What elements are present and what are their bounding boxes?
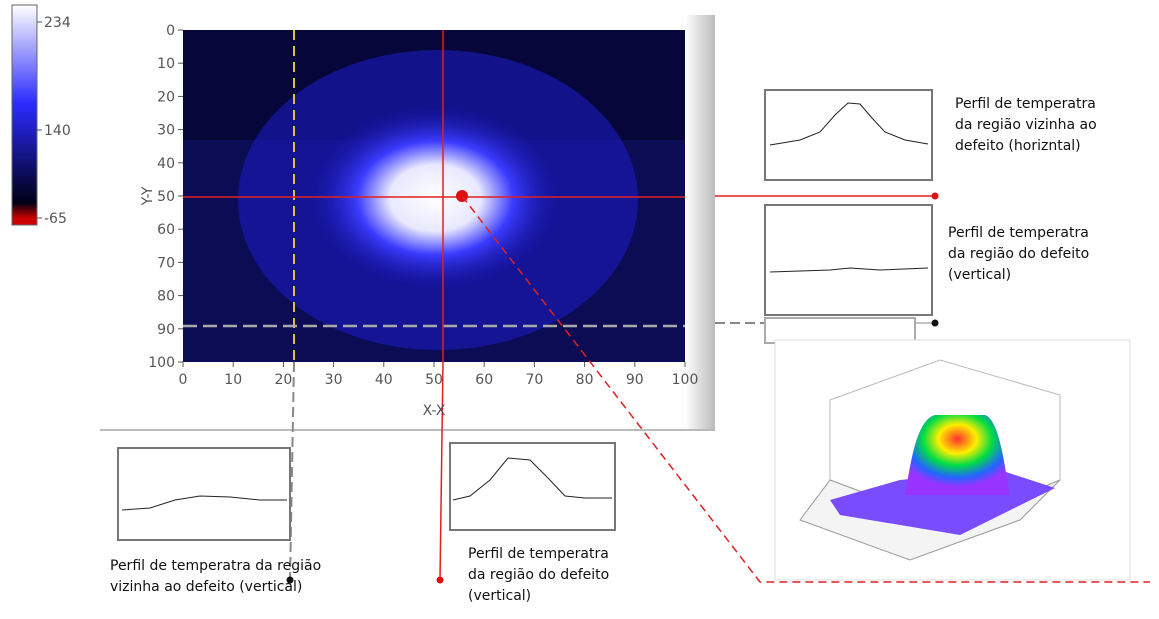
- x-tick-label: 10: [224, 372, 242, 388]
- x-tick-label: 40: [375, 372, 393, 388]
- figure: 234140-650102030405060708090100010203040…: [0, 0, 1159, 615]
- y-tick-label: 90: [157, 322, 175, 338]
- x-tick-label: 0: [179, 372, 188, 388]
- profile-plot: [450, 443, 615, 530]
- connector: [440, 362, 443, 580]
- profile-plot: [765, 205, 932, 315]
- x-tick-label: 80: [576, 372, 594, 388]
- connector-dot: [932, 320, 939, 327]
- x-tick-label: 100: [672, 372, 699, 388]
- y-tick-label: 100: [148, 355, 175, 371]
- y-tick-label: 70: [157, 255, 175, 271]
- y-tick-label: 60: [157, 222, 175, 238]
- y-tick-label: 0: [166, 23, 175, 39]
- surface-plot: [775, 340, 1130, 580]
- y-tick-label: 50: [157, 189, 175, 205]
- caption: da região do defeito: [948, 246, 1089, 262]
- connector-dot: [437, 577, 444, 584]
- caption: Perfil de temperatra: [948, 225, 1089, 241]
- x-axis-label: X-X: [423, 403, 446, 419]
- caption: Perfil de temperatra: [468, 546, 609, 562]
- profile-plot: [765, 90, 932, 180]
- caption: Perfil de temperatra da região: [110, 558, 321, 574]
- colorbar-label: 140: [44, 123, 71, 139]
- caption: (vertical): [948, 267, 1011, 283]
- caption: vizinha ao defeito (vertical): [110, 579, 302, 595]
- connector-dot: [932, 193, 939, 200]
- caption: Perfil de temperatra: [955, 96, 1096, 112]
- colorbar-label: -65: [44, 211, 67, 227]
- caption: da região vizinha ao: [955, 117, 1097, 133]
- profile-plot: [118, 448, 290, 540]
- caption: (vertical): [468, 588, 531, 604]
- y-axis-label: Y-Y: [140, 186, 156, 206]
- y-tick-label: 30: [157, 123, 175, 139]
- y-tick-label: 20: [157, 89, 175, 105]
- caption: defeito (horizntal): [955, 138, 1081, 154]
- profile-plot: [765, 318, 915, 343]
- colorbar-label: 234: [44, 15, 71, 31]
- panel-edge: [685, 15, 715, 430]
- x-tick-label: 30: [325, 372, 343, 388]
- y-tick-label: 10: [157, 56, 175, 72]
- x-tick-label: 20: [274, 372, 292, 388]
- hot-spot: [305, 103, 565, 293]
- colorbar: [12, 5, 37, 225]
- y-tick-label: 80: [157, 289, 175, 305]
- x-tick-label: 60: [475, 372, 493, 388]
- caption: da região do defeito: [468, 567, 609, 583]
- x-tick-label: 50: [425, 372, 443, 388]
- y-tick-label: 40: [157, 156, 175, 172]
- x-tick-label: 90: [626, 372, 644, 388]
- x-tick-label: 70: [525, 372, 543, 388]
